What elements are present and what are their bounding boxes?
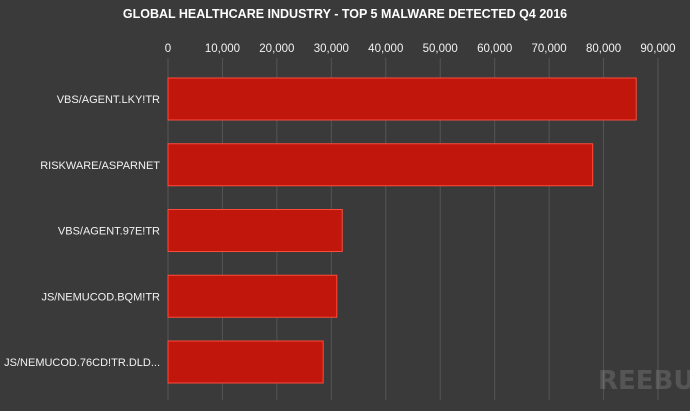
x-tick-label: 0 xyxy=(165,43,171,55)
bar xyxy=(167,209,343,252)
x-tick-label: 90,000 xyxy=(640,43,675,55)
x-tick-label: 80,000 xyxy=(586,43,621,55)
x-tick-label: 40,000 xyxy=(368,43,403,55)
x-tick-label: 30,000 xyxy=(314,43,349,55)
chart-title: GLOBAL HEALTHCARE INDUSTRY - TOP 5 MALWA… xyxy=(123,7,567,21)
category-label: VBS/AGENT.LKY!TR xyxy=(57,94,160,106)
category-label: RISKWARE/ASPARNET xyxy=(40,160,160,172)
category-labels: VBS/AGENT.LKY!TR RISKWARE/ASPARNET VBS/AGE… xyxy=(4,94,160,369)
x-tick-label: 70,000 xyxy=(532,43,567,55)
bars xyxy=(167,77,637,384)
bar xyxy=(167,340,324,384)
x-tick-label: 10,000 xyxy=(205,43,240,55)
bar xyxy=(167,143,594,187)
category-label: JS/NEMUCOD.76CD!TR.DLD... xyxy=(4,357,160,369)
x-tick-label: 20,000 xyxy=(259,43,294,55)
watermark-text: REEBUF xyxy=(598,366,690,396)
x-tick-label: 60,000 xyxy=(477,43,512,55)
x-axis-tick-labels: 0 10,000 20,000 30,000 40,000 50,000 60,000 70,… xyxy=(165,43,676,55)
bar xyxy=(167,274,338,318)
category-label: JS/NEMUCOD.BQM!TR xyxy=(41,291,160,303)
x-tick-label: 50,000 xyxy=(423,43,458,55)
category-label: VBS/AGENT.97E!TR xyxy=(58,226,160,238)
bar xyxy=(167,77,637,121)
